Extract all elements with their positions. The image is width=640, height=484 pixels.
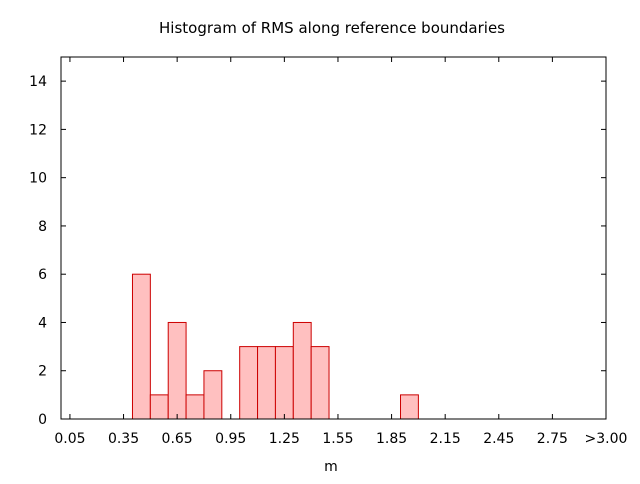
y-tick-label: 14 <box>29 74 47 90</box>
chart-title: Histogram of RMS along reference boundar… <box>159 19 505 37</box>
x-tick-label: 0.95 <box>215 431 246 447</box>
y-tick-label: 0 <box>38 412 47 428</box>
histogram-bar <box>274 346 294 420</box>
ticks-layer <box>61 57 607 420</box>
y-tick-label: 10 <box>29 171 47 187</box>
y-tick-label: 4 <box>38 315 47 331</box>
histogram-bar <box>257 346 276 420</box>
x-tick-label: 0.35 <box>108 431 139 447</box>
y-tick-label: 8 <box>38 219 47 235</box>
bars-layer <box>131 273 419 420</box>
histogram-bar <box>203 370 223 420</box>
x-tick-label: 2.75 <box>537 431 568 447</box>
y-tick-label: 2 <box>38 364 47 380</box>
histogram-bar <box>239 346 259 420</box>
x-tick-label: 0.05 <box>54 431 85 447</box>
plot-frame <box>60 56 607 420</box>
x-tick-label: 0.65 <box>162 431 193 447</box>
histogram-bar <box>149 394 169 420</box>
histogram-bar <box>400 394 419 420</box>
x-tick-label: 2.15 <box>430 431 461 447</box>
histogram-bar <box>131 273 151 420</box>
x-tick-label: >3.00 <box>585 431 628 447</box>
histogram-bar <box>167 321 187 420</box>
x-axis-label: m <box>324 459 338 475</box>
y-tick-label: 12 <box>29 122 47 138</box>
x-tick-label: 1.55 <box>322 431 353 447</box>
histogram-bar <box>185 394 205 420</box>
histogram-bar <box>310 346 330 420</box>
x-tick-label: 2.45 <box>483 431 514 447</box>
tick-labels-layer: 0.05 0.35 0.65 0.95 1.25 1.55 1.85 2.15 2.45 2.75… <box>29 74 627 447</box>
histogram-bar <box>292 321 312 420</box>
y-tick-label: 6 <box>38 267 47 283</box>
x-tick-label: 1.25 <box>269 431 300 447</box>
x-tick-label: 1.85 <box>376 431 407 447</box>
